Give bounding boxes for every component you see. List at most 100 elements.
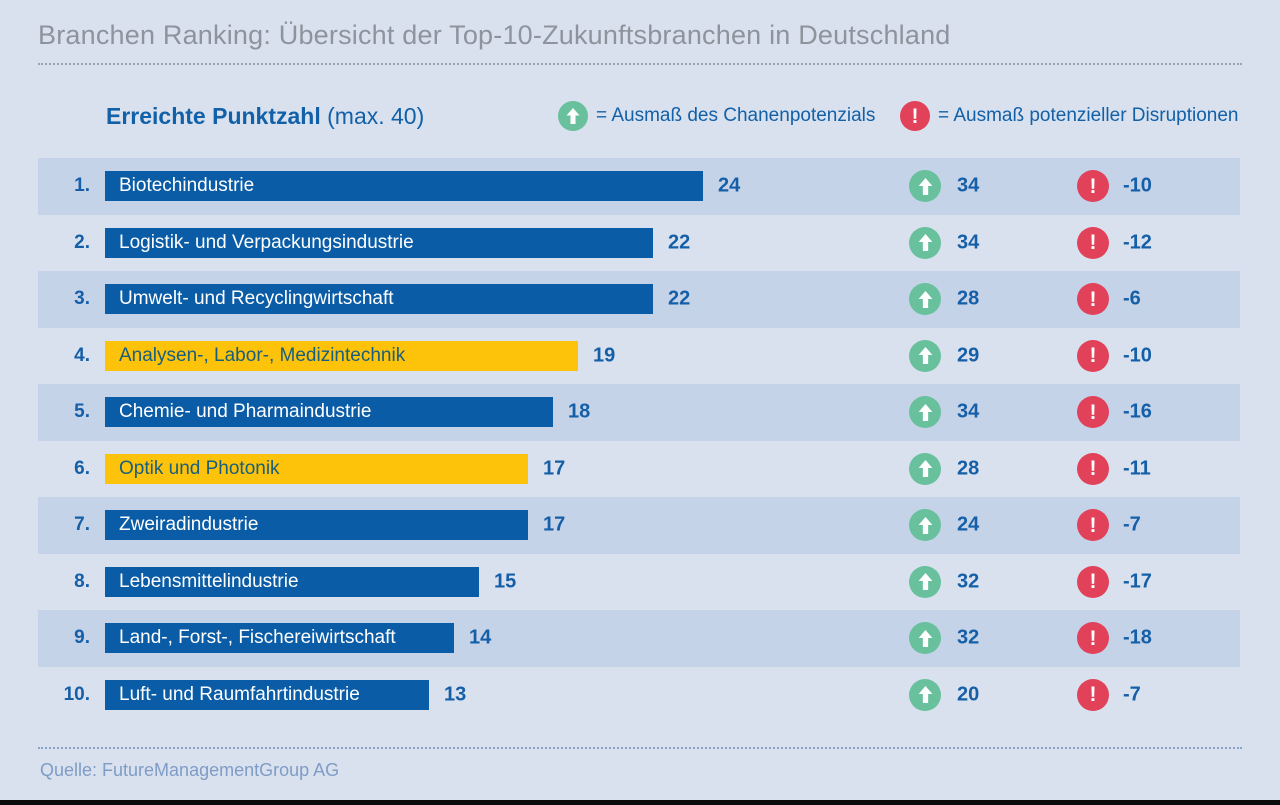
chance-cell bbox=[909, 170, 941, 203]
disruption-cell: ! bbox=[1077, 565, 1109, 598]
exclamation-glyph: ! bbox=[1089, 287, 1097, 311]
chance-value: 32 bbox=[957, 626, 980, 649]
source-credit: Quelle: FutureManagementGroup AG bbox=[40, 760, 340, 780]
ranking-row: 6. Optik und Photonik 17 28 ! -11 bbox=[38, 441, 1240, 498]
chance-value: 34 bbox=[957, 231, 980, 254]
rank-number: 3. bbox=[74, 288, 90, 310]
chance-cell bbox=[909, 678, 941, 711]
up-arrow-icon bbox=[918, 460, 932, 478]
disruption-value: -10 bbox=[1123, 174, 1152, 197]
ranking-row: 3. Umwelt- und Recyclingwirtschaft 22 28… bbox=[38, 271, 1240, 328]
up-arrow-icon bbox=[918, 347, 932, 365]
rank-number: 7. bbox=[74, 514, 90, 536]
score-bar: Logistik- und Verpackungsindustrie bbox=[105, 227, 653, 258]
disruption-value: -11 bbox=[1123, 457, 1151, 480]
chance-value: 29 bbox=[957, 344, 980, 367]
ranking-row: 10. Luft- und Raumfahrtindustrie 13 20 !… bbox=[38, 667, 1240, 724]
industry-label: Umwelt- und Recyclingwirtschaft bbox=[119, 288, 394, 310]
industry-label: Land-, Forst-, Fischereiwirtschaft bbox=[119, 627, 396, 649]
exclamation-glyph: ! bbox=[1089, 400, 1097, 424]
score-value: 24 bbox=[718, 174, 741, 197]
chance-value: 28 bbox=[957, 287, 980, 310]
exclamation-glyph: ! bbox=[1089, 174, 1097, 198]
industry-label: Biotechindustrie bbox=[119, 175, 255, 197]
legend-chance: = Ausmaß des Chanenpotenzials bbox=[558, 101, 875, 131]
score-bar: Optik und Photonik bbox=[105, 453, 528, 484]
up-arrow-circle-icon bbox=[558, 101, 588, 131]
exclamation-circle-icon: ! bbox=[1077, 509, 1109, 542]
chance-cell bbox=[909, 226, 941, 259]
score-header-max: (max. 40) bbox=[327, 103, 425, 129]
exclamation-circle-icon: ! bbox=[1077, 565, 1109, 598]
ranking-row: 2. Logistik- und Verpackungsindustrie 22… bbox=[38, 215, 1240, 272]
score-header-label: Erreichte Punktzahl bbox=[106, 103, 321, 129]
ranking-row: 5. Chemie- und Pharmaindustrie 18 34 ! -… bbox=[38, 384, 1240, 441]
exclamation-glyph: ! bbox=[911, 104, 919, 128]
rank-number: 8. bbox=[74, 570, 90, 592]
ranking-row: 7. Zweiradindustrie 17 24 ! -7 bbox=[38, 497, 1240, 554]
industry-label: Logistik- und Verpackungsindustrie bbox=[119, 231, 414, 253]
rank-number: 6. bbox=[74, 457, 90, 479]
ranking-row: 9. Land-, Forst-, Fischereiwirtschaft 14… bbox=[38, 610, 1240, 667]
score-bar: Analysen-, Labor-, Medizintechnik bbox=[105, 340, 578, 371]
up-arrow-icon bbox=[918, 403, 932, 421]
industry-label: Zweiradindustrie bbox=[119, 514, 259, 536]
score-bar: Umwelt- und Recyclingwirtschaft bbox=[105, 284, 653, 315]
up-arrow-circle-icon bbox=[909, 509, 941, 542]
up-arrow-icon bbox=[918, 573, 932, 591]
up-arrow-icon bbox=[918, 290, 932, 308]
exclamation-circle-icon: ! bbox=[1077, 678, 1109, 711]
disruption-cell: ! bbox=[1077, 452, 1109, 485]
up-arrow-icon bbox=[566, 108, 580, 124]
score-bar: Luft- und Raumfahrtindustrie bbox=[105, 679, 429, 710]
ranking-row: 1. Biotechindustrie 24 34 ! -10 bbox=[38, 158, 1240, 215]
legend-chance-label: = Ausmaß des Chanenpotenzials bbox=[596, 105, 876, 126]
exclamation-glyph: ! bbox=[1089, 457, 1097, 481]
disruption-value: -18 bbox=[1123, 626, 1152, 649]
chance-value: 20 bbox=[957, 683, 980, 706]
exclamation-circle-icon: ! bbox=[1077, 226, 1109, 259]
ranking-row: 4. Analysen-, Labor-, Medizintechnik 19 … bbox=[38, 328, 1240, 385]
score-value: 18 bbox=[568, 400, 591, 423]
chance-cell bbox=[909, 622, 941, 655]
chance-value: 32 bbox=[957, 570, 980, 593]
score-value: 22 bbox=[668, 231, 691, 254]
exclamation-circle-icon: ! bbox=[1077, 452, 1109, 485]
bottom-black-strip bbox=[0, 800, 1280, 805]
chance-value: 34 bbox=[957, 400, 980, 423]
exclamation-glyph: ! bbox=[1089, 570, 1097, 594]
rank-number: 4. bbox=[74, 344, 90, 366]
disruption-value: -6 bbox=[1123, 287, 1141, 310]
disruption-cell: ! bbox=[1077, 678, 1109, 711]
industry-label: Optik und Photonik bbox=[119, 457, 280, 479]
legend-disruption-label: = Ausmaß potenzieller Disruptionen bbox=[938, 105, 1239, 126]
score-bar: Zweiradindustrie bbox=[105, 510, 528, 541]
ranking-row: 8. Lebensmittelindustrie 15 32 ! -17 bbox=[38, 554, 1240, 611]
disruption-cell: ! bbox=[1077, 622, 1109, 655]
up-arrow-icon bbox=[918, 234, 932, 252]
score-bar: Chemie- und Pharmaindustrie bbox=[105, 397, 553, 428]
exclamation-circle-icon: ! bbox=[1077, 622, 1109, 655]
exclamation-glyph: ! bbox=[1089, 683, 1097, 707]
score-bar: Biotechindustrie bbox=[105, 171, 703, 202]
up-arrow-circle-icon bbox=[909, 170, 941, 203]
up-arrow-circle-icon bbox=[909, 283, 941, 316]
up-arrow-circle-icon bbox=[909, 452, 941, 485]
chance-cell bbox=[909, 396, 941, 429]
up-arrow-icon bbox=[918, 516, 932, 534]
up-arrow-circle-icon bbox=[909, 339, 941, 372]
score-bar: Land-, Forst-, Fischereiwirtschaft bbox=[105, 623, 454, 654]
exclamation-circle-icon: ! bbox=[1077, 339, 1109, 372]
ranking-rows: 1. Biotechindustrie 24 34 ! -10 2. bbox=[38, 158, 1240, 723]
rank-number: 9. bbox=[74, 627, 90, 649]
title-dotted-divider bbox=[38, 63, 1242, 65]
exclamation-circle-icon: ! bbox=[1077, 170, 1109, 203]
industry-label: Luft- und Raumfahrtindustrie bbox=[119, 683, 360, 705]
up-arrow-circle-icon bbox=[909, 226, 941, 259]
score-value: 15 bbox=[494, 570, 517, 593]
exclamation-glyph: ! bbox=[1089, 626, 1097, 650]
footer-dotted-divider bbox=[38, 747, 1242, 749]
disruption-cell: ! bbox=[1077, 509, 1109, 542]
chance-cell bbox=[909, 283, 941, 316]
